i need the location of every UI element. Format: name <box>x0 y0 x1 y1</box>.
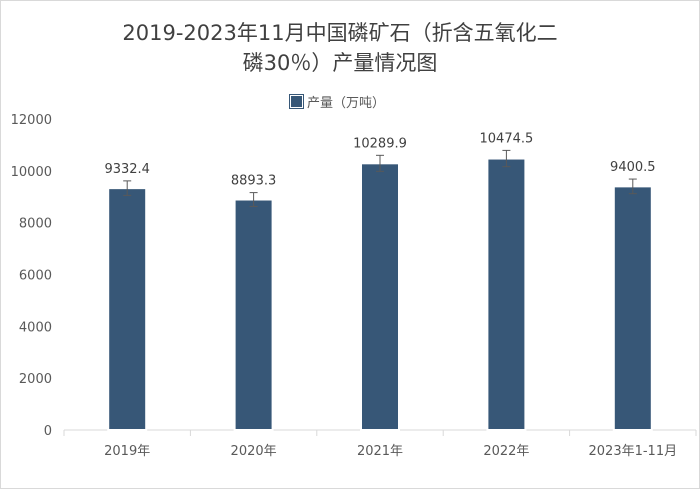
data-label: 10289.9 <box>353 136 407 151</box>
y-tick-label: 10000 <box>11 165 52 180</box>
legend-label: 产量（万吨） <box>307 96 386 111</box>
x-tick-label: 2019年 <box>104 444 150 459</box>
x-tick-label: 2021年 <box>357 444 403 459</box>
y-tick-label: 4000 <box>19 320 52 335</box>
y-tick-label: 0 <box>44 424 52 439</box>
y-tick-label: 8000 <box>19 217 52 232</box>
data-label: 10474.5 <box>480 131 534 146</box>
data-label: 9400.5 <box>610 160 656 175</box>
bar <box>360 162 400 431</box>
bar <box>233 198 274 431</box>
x-tick-label: 2023年1-11月 <box>589 444 678 459</box>
bar <box>486 157 527 431</box>
x-tick-label: 2020年 <box>231 444 277 459</box>
legend-swatch <box>289 94 304 109</box>
bar <box>107 187 148 431</box>
data-label: 8893.3 <box>231 174 277 189</box>
y-tick-label: 12000 <box>11 113 52 128</box>
x-tick-label: 2022年 <box>483 444 529 459</box>
data-label: 9332.4 <box>104 162 150 177</box>
y-tick-label: 2000 <box>19 372 52 387</box>
bar <box>612 185 653 431</box>
legend: 产量（万吨） <box>289 92 386 111</box>
y-tick-label: 6000 <box>19 269 52 284</box>
chart-title: 2019-2023年11月中国磷矿石（折含五氧化二 磷30％）产量情况图 <box>122 21 558 75</box>
